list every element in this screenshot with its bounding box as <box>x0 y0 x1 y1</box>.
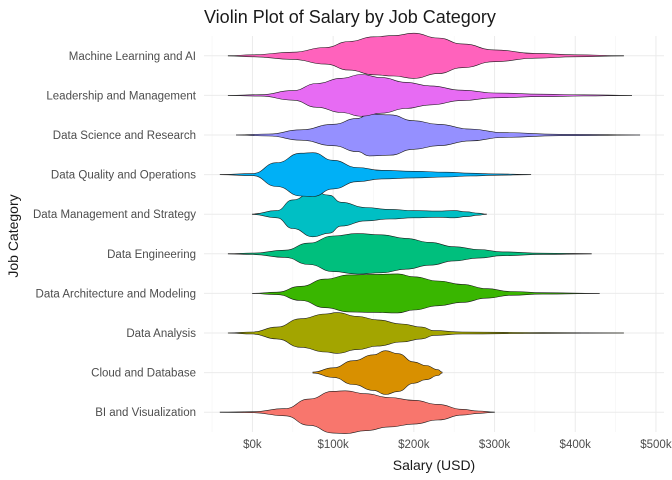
y-tick-label: Data Analysis <box>126 328 196 340</box>
y-tick-label: Data Engineering <box>107 249 196 261</box>
y-tick-label: Cloud and Database <box>91 368 196 380</box>
violin-leadership-and-management <box>227 74 632 117</box>
y-tick-label: Machine Learning and AI <box>69 51 196 63</box>
y-tick-label: Data Management and Strategy <box>33 209 196 221</box>
x-tick-label: $100k <box>317 439 349 451</box>
violin-data-analysis <box>227 312 624 354</box>
violin-machine-learning-and-ai <box>227 32 624 79</box>
y-tick-label: Data Quality and Operations <box>51 170 196 182</box>
y-tick-labels: BI and Visualization Cloud and Database Da… <box>33 51 197 419</box>
y-tick-label: BI and Visualization <box>95 407 196 419</box>
x-axis-title: Salary (USD) <box>393 457 475 473</box>
violin-cloud-and-database <box>312 350 443 395</box>
x-tick-label: $400k <box>560 439 592 451</box>
chart-title: Violin Plot of Salary by Job Category <box>204 7 496 27</box>
x-tick-label: $500k <box>640 439 672 451</box>
x-tick-label: $200k <box>398 439 430 451</box>
violin-data-quality-and-operations <box>219 152 532 197</box>
violin-data-engineering <box>227 233 592 275</box>
x-tick-label: $0k <box>243 439 262 451</box>
y-tick-label: Data Science and Research <box>53 130 196 142</box>
violin-data-architecture-and-modeling <box>252 273 600 314</box>
y-axis-title: Job Category <box>5 194 21 277</box>
violins <box>219 32 641 434</box>
violin-data-management-and-strategy <box>252 191 487 238</box>
x-tick-labels: $0k $100k $200k $300k $400k $500k <box>243 439 672 451</box>
violin-data-science-and-research <box>236 113 641 157</box>
violin-bi-and-visualization <box>219 390 495 434</box>
x-tick-label: $300k <box>479 439 511 451</box>
y-tick-label: Data Architecture and Modeling <box>36 288 196 300</box>
y-tick-label: Leadership and Management <box>46 90 196 102</box>
